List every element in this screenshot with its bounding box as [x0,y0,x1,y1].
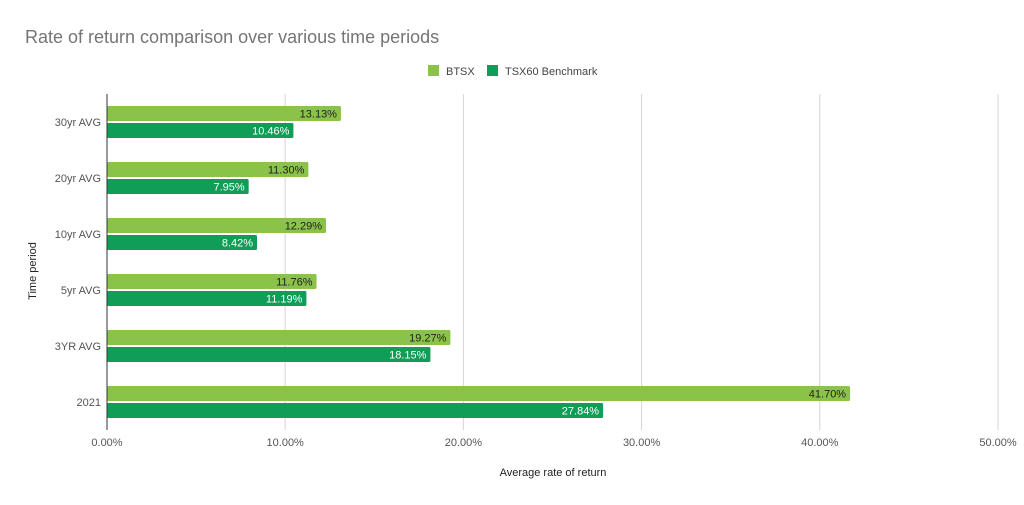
bar-value-label: 19.27% [409,333,447,345]
bar-value-label: 11.19% [266,294,303,306]
bar-value-label: 18.15% [389,350,427,362]
x-tick-label: 40.00% [801,437,839,449]
bar-tsx60 [107,403,604,418]
y-tick-label: 20yr AVG [55,173,101,185]
bar-labels: 13.13% 10.46% 11.30% 7.95% 12.29% 8.42% 11.76%… [213,109,846,418]
bar-btsx [107,274,317,289]
bar-value-label: 12.29% [285,221,323,233]
x-tick-label: 20.00% [445,437,483,449]
chart-title: Rate of return comparison over various t… [25,27,439,47]
bar-value-label: 8.42% [222,238,253,250]
bar-value-label: 27.84% [562,406,600,418]
legend-label-btsx: BTSX [446,66,475,78]
y-tick-label: 2021 [77,397,101,409]
bar-btsx [107,162,309,177]
y-tick-label: 10yr AVG [55,229,101,241]
bar-btsx [107,386,851,401]
bar-btsx [107,106,341,121]
y-axis-ticks: 30yr AVG 20yr AVG 10yr AVG 5yr AVG 3YR AVG 20… [55,117,101,409]
bar-value-label: 11.30% [268,165,305,177]
legend-label-tsx60: TSX60 Benchmark [505,66,598,78]
legend-swatch-tsx60 [487,65,498,76]
x-axis-title: Average rate of return [500,467,607,479]
gridlines [284,94,999,430]
y-tick-label: 5yr AVG [61,285,101,297]
bar-tsx60 [107,347,431,362]
x-tick-label: 0.00% [91,437,122,449]
y-tick-label: 30yr AVG [55,117,101,129]
y-tick-label: 3YR AVG [55,341,101,353]
legend-swatch-btsx [428,65,439,76]
x-tick-label: 50.00% [979,437,1017,449]
x-tick-label: 30.00% [623,437,661,449]
x-tick-label: 10.00% [267,437,305,449]
bar-value-label: 7.95% [213,182,244,194]
x-axis-ticks: 0.00% 10.00% 20.00% 30.00% 40.00% 50.00% [91,437,1016,449]
bar-value-label: 10.46% [252,126,290,138]
bar-value-label: 11.76% [276,277,313,289]
bar-tsx60 [107,179,249,194]
bar-tsx60 [107,235,258,250]
bar-value-label: 41.70% [809,389,847,401]
y-axis-title: Time period [27,242,39,300]
bar-btsx [107,330,451,345]
legend: BTSX TSX60 Benchmark [428,65,598,78]
bar-tsx60 [107,291,307,306]
bar-tsx60 [107,123,294,138]
bars [107,106,851,418]
bar-btsx [107,218,327,233]
bar-value-label: 13.13% [300,109,338,121]
